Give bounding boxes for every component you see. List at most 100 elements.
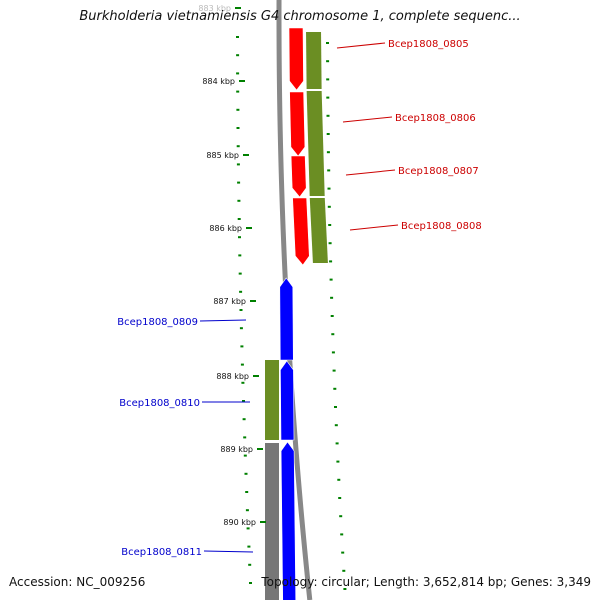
forward-gene-leader — [336, 42, 386, 49]
inner-dot — [245, 509, 249, 512]
reverse-gene-leader — [199, 319, 247, 322]
forward-gene-label: Bcep1808_0805 — [388, 39, 469, 50]
feature-tracks — [265, 32, 328, 600]
tick-label: 887 kbp — [213, 297, 246, 306]
inner-dot — [236, 36, 239, 38]
outer-dot — [333, 387, 337, 390]
outer-dot — [330, 296, 334, 299]
inner-dot — [239, 327, 243, 330]
tick-label: 886 kbp — [209, 224, 242, 233]
accession-text: Accession: NC_009256 — [9, 575, 146, 589]
reverse-gene-arrow — [280, 360, 295, 441]
inner-dot — [237, 181, 241, 184]
outer-dot — [327, 205, 331, 208]
outer-dot — [334, 406, 337, 408]
gene-arrows — [279, 27, 310, 600]
other-feature-segment — [265, 443, 279, 600]
tick-mark — [257, 448, 263, 450]
forward-gene-label: Bcep1808_0807 — [398, 166, 479, 177]
outer-dot — [326, 133, 330, 135]
position-ticks: 883 kbp 884 kbp 885 kbp 886 kbp 887 kbp 888 k… — [198, 4, 266, 527]
inner-dot — [236, 127, 240, 129]
outer-dot — [332, 369, 336, 372]
outer-dot — [339, 515, 343, 518]
outer-dot — [326, 96, 330, 99]
inner-dot — [238, 254, 242, 257]
outer-dot — [336, 460, 340, 463]
reverse-gene-label: Bcep1808_0811 — [121, 547, 202, 558]
tick-mark — [253, 375, 259, 377]
inner-dot — [236, 163, 240, 166]
forward-gene-arrow — [292, 197, 310, 266]
cds-track-segment — [265, 360, 279, 440]
outer-dot — [326, 151, 330, 154]
tick-label: 888 kbp — [216, 372, 249, 381]
outer-dot — [327, 187, 331, 190]
cds-track-segment — [309, 198, 328, 263]
label-leaders — [199, 42, 399, 553]
outer-dot — [328, 242, 332, 245]
inner-dot — [244, 472, 248, 475]
inner-dot — [236, 108, 240, 111]
cds-track-segment — [306, 91, 325, 196]
inner-dot — [246, 527, 250, 530]
inner-dot — [240, 345, 244, 348]
outer-dot — [326, 60, 330, 63]
reverse-gene-label: Bcep1808_0810 — [119, 398, 200, 409]
tick-label: 884 kbp — [202, 77, 235, 86]
outer-dot — [340, 533, 344, 536]
inner-dot — [241, 381, 245, 384]
map-title: Burkholderia vietnamiensis G4 chromosome… — [79, 9, 521, 24]
inner-dot — [243, 454, 247, 457]
tick-mark — [239, 80, 245, 82]
outer-dot — [330, 315, 334, 317]
inner-dot — [243, 436, 247, 439]
forward-gene-leader — [349, 224, 399, 231]
outer-dot — [327, 169, 331, 172]
tick-label: 890 kbp — [223, 518, 256, 527]
inner-dot — [242, 400, 245, 402]
outer-dot — [342, 569, 346, 572]
forward-gene-arrow — [290, 155, 307, 198]
inner-dot — [249, 582, 252, 584]
cds-track-segment — [306, 32, 322, 89]
tick-label: 883 kbp — [198, 4, 231, 13]
inner-dot — [236, 54, 240, 57]
outer-dot — [326, 78, 330, 81]
inner-dot — [236, 90, 240, 93]
inner-dot — [240, 363, 244, 366]
forward-gene-leader — [345, 169, 396, 176]
forward-gene-leader — [342, 116, 393, 123]
tick-label: 885 kbp — [206, 151, 239, 160]
tick-mark — [235, 7, 241, 9]
inner-dot — [236, 72, 240, 75]
tick-label: 889 kbp — [220, 445, 253, 454]
tick-mark — [250, 300, 256, 302]
tick-mark — [246, 227, 252, 229]
dot-tracks — [236, 36, 347, 590]
reverse-gene-arrow — [279, 277, 294, 361]
outer-dot — [331, 333, 335, 336]
outer-dot — [337, 478, 341, 481]
inner-dot — [236, 145, 240, 148]
outer-dot — [328, 224, 332, 226]
tick-mark — [260, 521, 266, 523]
inner-dot — [238, 236, 241, 239]
outer-dot — [338, 497, 342, 499]
forward-gene-label: Bcep1808_0806 — [395, 113, 476, 124]
reverse-gene-label: Bcep1808_0809 — [117, 317, 198, 328]
inner-dot — [237, 199, 241, 202]
outer-dot — [335, 442, 339, 445]
outer-dot — [326, 42, 329, 44]
topology-summary: Topology: circular; Length: 3,652,814 bp… — [261, 575, 591, 589]
forward-gene-arrow — [289, 91, 306, 157]
outer-dot — [331, 351, 335, 354]
forward-gene-arrow — [288, 27, 304, 91]
forward-gene-label: Bcep1808_0808 — [401, 221, 482, 232]
inner-dot — [238, 272, 242, 275]
inner-dot — [245, 491, 249, 493]
inner-dot — [248, 563, 252, 566]
outer-dot — [343, 588, 347, 590]
